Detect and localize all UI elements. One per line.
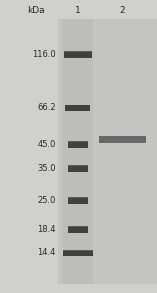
Text: 2: 2 bbox=[120, 6, 125, 15]
Bar bbox=[68, 165, 88, 166]
Bar bbox=[68, 226, 88, 233]
Bar bbox=[65, 105, 90, 111]
Bar bbox=[68, 197, 88, 204]
Bar bbox=[68, 226, 88, 227]
Bar bbox=[64, 51, 92, 52]
Bar bbox=[64, 51, 92, 58]
Text: kDa: kDa bbox=[27, 6, 44, 15]
Text: 18.4: 18.4 bbox=[37, 225, 56, 234]
Bar bbox=[63, 250, 93, 256]
Bar bbox=[68, 141, 88, 142]
Text: 14.4: 14.4 bbox=[37, 248, 56, 258]
Text: 45.0: 45.0 bbox=[37, 140, 56, 149]
Bar bbox=[63, 19, 93, 284]
Bar bbox=[99, 136, 146, 143]
Bar bbox=[68, 165, 88, 172]
Text: 35.0: 35.0 bbox=[37, 164, 56, 173]
Bar bbox=[58, 19, 157, 284]
Bar bbox=[63, 250, 93, 251]
Text: 116.0: 116.0 bbox=[32, 50, 56, 59]
Bar bbox=[68, 197, 88, 198]
Text: 66.2: 66.2 bbox=[37, 103, 56, 112]
Text: 25.0: 25.0 bbox=[37, 196, 56, 205]
Text: 1: 1 bbox=[75, 6, 81, 15]
Bar bbox=[68, 141, 88, 148]
